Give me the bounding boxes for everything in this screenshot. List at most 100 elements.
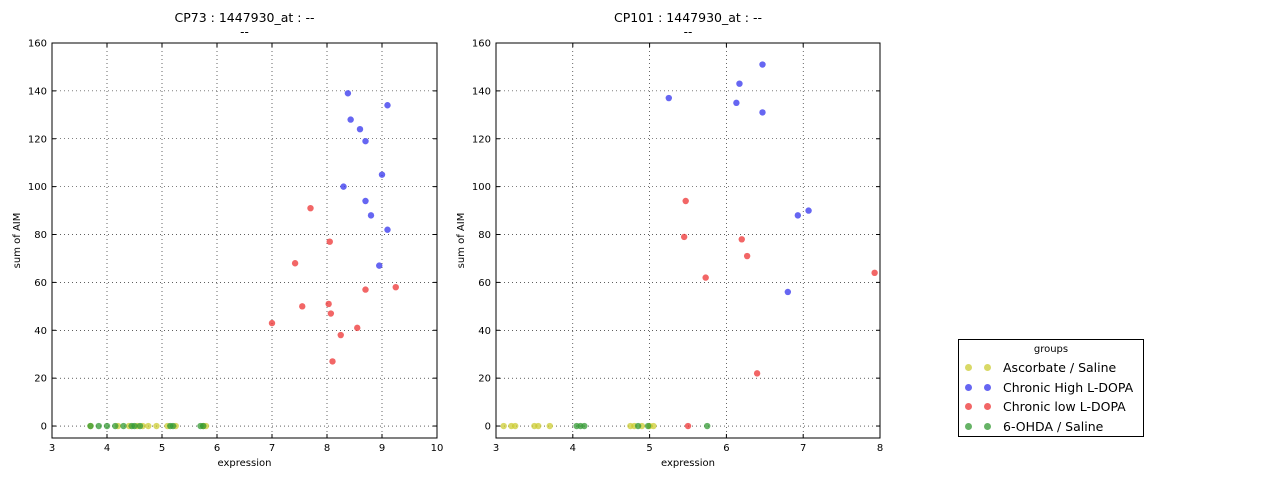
x-tick-label: 10 <box>431 443 444 454</box>
data-point <box>337 331 344 339</box>
data-point <box>682 197 689 205</box>
data-point <box>378 171 386 178</box>
data-point <box>291 260 299 267</box>
y-tick-label: 0 <box>41 422 47 433</box>
x-tick-label: 5 <box>159 443 165 454</box>
x-tick-label: 3 <box>493 443 499 454</box>
data-point <box>347 116 354 123</box>
x-tick-label: 6 <box>214 443 220 454</box>
y-tick-label: 20 <box>478 374 491 385</box>
series-3 <box>573 422 711 430</box>
y-tick-label: 120 <box>28 134 47 145</box>
data-point <box>794 212 802 219</box>
data-point <box>326 238 333 245</box>
data-point <box>362 197 369 205</box>
data-point <box>344 90 352 97</box>
data-point <box>733 99 740 107</box>
data-point <box>268 319 276 327</box>
y-axis-label: sum of AIM <box>12 213 23 269</box>
x-tick-label: 6 <box>723 443 729 454</box>
legend-label: Ascorbate / Saline <box>1003 360 1117 376</box>
legend-marker <box>959 421 1003 431</box>
chart-subtitle: -- <box>240 25 249 39</box>
data-point <box>650 422 657 430</box>
data-point <box>87 422 94 430</box>
data-point <box>384 226 391 233</box>
y-tick-label: 60 <box>34 278 47 289</box>
data-point <box>581 422 588 430</box>
legend-marker <box>959 402 1003 412</box>
legend-marker <box>959 363 1003 373</box>
data-point <box>500 422 507 430</box>
data-point <box>136 422 144 430</box>
data-point <box>392 283 399 291</box>
y-tick-label: 140 <box>472 86 491 97</box>
data-point <box>362 137 369 145</box>
legend-item: Chronic High L-DOPA <box>959 378 1143 398</box>
chart-subtitle: -- <box>684 25 693 39</box>
data-point <box>362 286 369 293</box>
y-tick-label: 120 <box>472 134 491 145</box>
data-point <box>704 422 711 430</box>
plot-frame <box>51 42 438 439</box>
data-point <box>759 109 766 116</box>
data-point <box>384 102 391 109</box>
data-point <box>665 94 672 102</box>
y-tick-label: 100 <box>28 182 47 193</box>
data-point <box>736 80 743 87</box>
y-tick-label: 80 <box>478 230 491 241</box>
data-point <box>738 236 745 243</box>
data-point <box>131 422 138 430</box>
x-axis-label: expression <box>218 458 272 469</box>
data-point <box>684 422 692 430</box>
y-tick-label: 40 <box>34 326 47 337</box>
data-point <box>644 422 652 430</box>
data-point <box>153 422 160 430</box>
data-point <box>743 252 751 260</box>
y-tick-label: 80 <box>34 230 47 241</box>
x-tick-label: 4 <box>104 443 110 454</box>
legend-label: Chronic low L-DOPA <box>1003 399 1126 415</box>
data-point <box>169 422 177 430</box>
data-point <box>512 422 519 430</box>
legend-item: Chronic low L-DOPA <box>959 397 1143 417</box>
legend: groups Ascorbate / Saline Chronic High L-… <box>958 339 1144 437</box>
data-point <box>805 207 812 214</box>
y-tick-label: 140 <box>28 86 47 97</box>
legend-item: 6-OHDA / Saline <box>959 417 1143 437</box>
legend-title: groups <box>1033 344 1069 355</box>
data-point <box>145 422 152 430</box>
y-tick-label: 100 <box>472 182 491 193</box>
data-point <box>356 125 364 133</box>
data-point <box>325 300 332 308</box>
data-point <box>299 303 306 310</box>
data-point <box>120 422 127 430</box>
y-tick-label: 20 <box>34 374 47 385</box>
x-tick-label: 8 <box>877 443 883 454</box>
series-1 <box>340 90 391 269</box>
y-tick-label: 0 <box>485 422 491 433</box>
legend-label: Chronic High L-DOPA <box>1003 379 1134 395</box>
x-tick-label: 9 <box>379 443 385 454</box>
data-point <box>634 422 642 430</box>
plot-frame <box>495 42 881 439</box>
x-tick-label: 3 <box>49 443 55 454</box>
legend-item: Ascorbate / Saline <box>959 358 1143 378</box>
legend-label: 6-OHDA / Saline <box>1003 418 1104 434</box>
y-tick-label: 40 <box>478 326 491 337</box>
series-3 <box>87 422 207 430</box>
data-point <box>307 204 314 212</box>
y-tick-label: 160 <box>28 39 47 50</box>
series-2 <box>680 197 878 430</box>
data-point <box>753 370 761 377</box>
data-point <box>871 269 878 277</box>
chart-title: CP101 : 1447930_at : -- <box>614 10 762 25</box>
data-point <box>680 233 688 241</box>
data-point <box>784 288 792 296</box>
x-tick-label: 7 <box>269 443 275 454</box>
data-point <box>376 262 383 269</box>
data-point <box>112 422 119 430</box>
data-point <box>200 422 207 430</box>
